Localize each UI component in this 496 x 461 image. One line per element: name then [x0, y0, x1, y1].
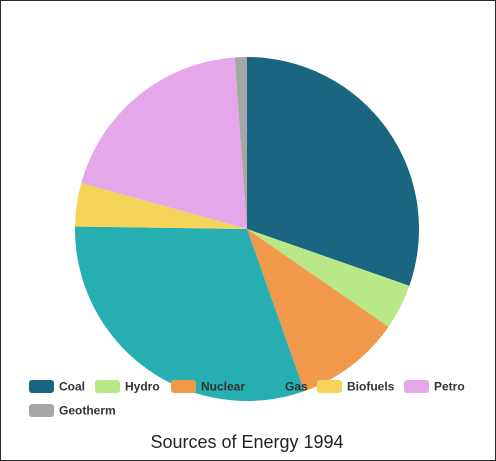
legend-label-hydro: Hydro: [125, 380, 160, 394]
legend-label-biofuels: Biofuels: [347, 380, 395, 394]
pie-slice-geotherm[interactable]: [234, 57, 247, 229]
legend-item-biofuels[interactable]: Biofuels: [317, 380, 395, 394]
pie-slices: [75, 57, 420, 402]
legend-label-nuclear: Nuclear: [201, 380, 245, 394]
legend-item-nuclear[interactable]: Nuclear: [171, 380, 245, 394]
chart-title: Sources of Energy 1994: [150, 432, 343, 452]
pie-slice-nuclear[interactable]: [247, 229, 389, 392]
pie-slice-coal[interactable]: [247, 57, 420, 286]
legend-item-hydro[interactable]: Hydro: [95, 380, 160, 394]
legend-item-geotherm[interactable]: Geotherm: [29, 404, 116, 418]
legend-label-petro: Petro: [434, 380, 465, 394]
legend-item-petro[interactable]: Petro: [404, 380, 465, 394]
legend-label-gas: Gas: [285, 380, 308, 394]
pie-slice-gas[interactable]: [75, 226, 305, 402]
legend-swatch-hydro: [95, 380, 120, 393]
legend-swatch-petro: [404, 380, 429, 393]
pie-slice-biofuels[interactable]: [75, 182, 248, 229]
legend-swatch-biofuels: [317, 380, 342, 393]
legend-label-geotherm: Geotherm: [59, 404, 116, 418]
legend-item-coal[interactable]: Coal: [29, 380, 85, 394]
pie-slice-hydro[interactable]: [247, 229, 410, 327]
pie-slice-petro[interactable]: [81, 57, 247, 229]
legend-swatch-gas: [255, 380, 280, 393]
legend-swatch-nuclear: [171, 380, 196, 393]
legend-label-coal: Coal: [59, 380, 85, 394]
legend-swatch-coal: [29, 380, 54, 393]
legend-swatch-geotherm: [29, 404, 54, 417]
legend: Coal Hydro Nuclear Gas Biofuels Petro Geotherm: [29, 380, 465, 418]
legend-item-gas[interactable]: Gas: [255, 380, 308, 394]
